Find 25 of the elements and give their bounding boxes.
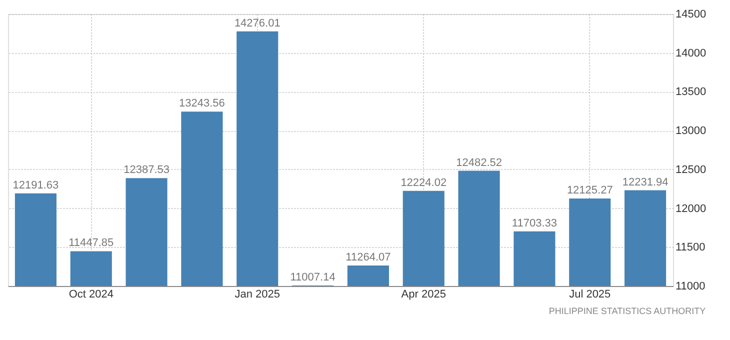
data-label: 11703.33 (512, 217, 557, 230)
x-tick-label: Oct 2024 (68, 288, 114, 300)
y-tick-label: 13500 (676, 86, 706, 98)
y-tick-label: 14500 (676, 8, 706, 20)
data-label: 13243.56 (179, 98, 225, 110)
y-tick-label: 14000 (676, 47, 706, 60)
data-label: 12231.94 (622, 176, 668, 188)
y-tick-label: 12500 (676, 164, 706, 176)
data-label: 12482.52 (456, 156, 502, 169)
y-tick-label: 13000 (676, 125, 706, 138)
data-label: 12387.53 (124, 164, 170, 176)
data-label: 12224.02 (400, 176, 447, 189)
y-tick-label: 11000 (676, 280, 706, 292)
data-label: 11264.07 (346, 251, 391, 264)
y-tick-label: 12000 (676, 202, 706, 215)
data-label: 14276.01 (234, 17, 280, 30)
x-tick-label: Apr 2025 (401, 288, 446, 300)
data-label: 11007.14 (290, 271, 336, 284)
data-label: 12125.27 (566, 184, 613, 197)
data-label: 12191.63 (12, 179, 59, 192)
x-tick-label: Jan 2025 (234, 288, 280, 300)
data-label: 11447.85 (68, 237, 114, 250)
text: PHILIPPINE STATISTICS AUTHORITY (548, 306, 706, 316)
x-tick-label: Jul 2025 (569, 288, 611, 300)
y-tick-label: 11500 (676, 242, 706, 254)
